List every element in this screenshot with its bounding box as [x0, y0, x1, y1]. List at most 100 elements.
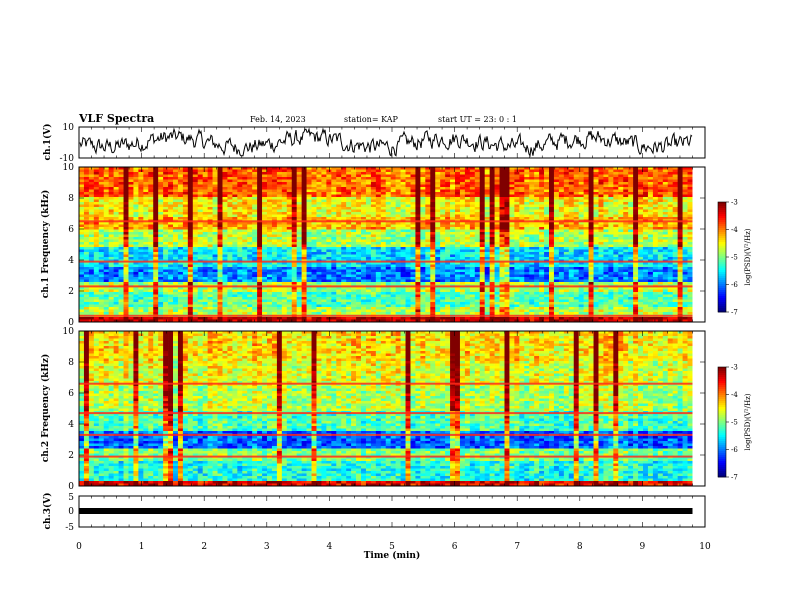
spectrogram-cell [613, 199, 619, 203]
spectrogram-cell [311, 217, 317, 220]
spectrogram-cell [618, 172, 624, 175]
spectrogram-cell [237, 254, 243, 258]
spectrogram-cell [321, 199, 327, 203]
spectrogram-cell [509, 209, 515, 213]
spectrogram-cell [652, 167, 659, 170]
spectrogram-cell [103, 179, 109, 183]
spectrogram-cell [331, 227, 337, 230]
spectrogram-cell [598, 237, 604, 240]
spectrogram-cell [440, 229, 446, 233]
spectrogram-cell [252, 257, 258, 260]
spectrogram-cell [455, 177, 461, 180]
spectrogram-cell [385, 172, 391, 175]
spectrogram-cell [103, 187, 109, 190]
spectrogram-cell [469, 222, 476, 225]
spectrogram-cell [370, 192, 377, 195]
spectrogram-cell [79, 209, 85, 213]
spectrogram-cell [415, 182, 421, 185]
spectrogram-cell [301, 244, 307, 248]
spectrogram-cell [563, 227, 570, 230]
spectrogram-cell [291, 199, 297, 203]
spectrogram-cell [192, 179, 199, 183]
spectrogram-cell [217, 224, 223, 228]
spectrogram-cell [415, 262, 421, 265]
spectrogram-cell [558, 229, 565, 233]
spectrogram-cell [608, 262, 614, 265]
spectrogram-cell [380, 177, 387, 180]
spectrogram-cell [346, 197, 352, 200]
spectrogram-cell [128, 222, 134, 225]
spectrogram-cell [341, 237, 347, 240]
spectrogram-cell [247, 177, 253, 180]
spectrogram-cell [133, 237, 139, 240]
spectrogram-cell [365, 237, 372, 240]
spectrogram-cell [504, 209, 510, 213]
spectrogram-cell [583, 247, 589, 250]
spectrogram-cell [613, 177, 619, 180]
spectrogram-cell [296, 244, 302, 248]
spectrogram-cell [618, 254, 624, 258]
spectrogram-cell [286, 197, 293, 200]
spectrogram-cell [435, 217, 441, 220]
spectrogram-cell [207, 247, 213, 250]
spectrogram-cell [351, 244, 357, 248]
spectrogram-cell [623, 194, 629, 198]
spectrogram-cell [459, 194, 466, 198]
spectrogram-cell [504, 182, 510, 185]
spectrogram-cell [222, 244, 228, 248]
spectrogram-cell [440, 192, 446, 195]
spectrogram-cell [237, 229, 243, 233]
spectrogram-cell [534, 187, 540, 190]
spectrogram-cell [123, 202, 129, 205]
spectrogram-cell [390, 207, 396, 210]
spectrogram-cell [677, 172, 683, 175]
spectrogram-cell [365, 177, 372, 180]
spectrogram-cell [410, 242, 416, 245]
spectrogram-cell [479, 224, 485, 228]
spectrogram-cell [163, 262, 169, 265]
spectrogram-cell [390, 222, 396, 225]
spectrogram-cell [182, 227, 189, 230]
spectrogram-cell [455, 199, 461, 203]
spectrogram-cell [197, 179, 203, 183]
spectrogram-cell [563, 254, 570, 258]
spectrogram-cell [222, 192, 228, 195]
spectrogram-cell [182, 202, 189, 205]
spectrogram-cell [573, 257, 579, 260]
spectrogram-cell [504, 214, 510, 218]
spectrogram-cell [667, 237, 673, 240]
spectrogram-cell [222, 177, 228, 180]
spectrogram-cell [553, 232, 560, 235]
spectrogram-cell [558, 169, 565, 173]
spectrogram-cell [252, 184, 258, 188]
spectrogram-cell [163, 187, 169, 190]
spectrogram-cell [257, 167, 263, 170]
spectrogram-cell [98, 232, 105, 235]
spectrogram-cell [103, 237, 109, 240]
spectrogram-cell [450, 229, 456, 233]
spectrogram-cell [128, 234, 134, 238]
spectrogram-cell [301, 264, 307, 268]
spectrogram-cell [390, 224, 396, 228]
spectrogram-cell [187, 207, 194, 210]
spectrogram-cell [603, 209, 609, 213]
spectrogram-cell [187, 179, 194, 183]
spectrogram-cell [271, 217, 278, 220]
spectrogram-cell [83, 197, 90, 200]
spectrogram-cell [657, 237, 664, 240]
spectrogram-cell [390, 194, 396, 198]
spectrogram-cell [672, 229, 678, 233]
spectrogram-cell [88, 212, 95, 215]
spectrogram-cell [400, 207, 406, 210]
spectrogram-cell [361, 182, 367, 185]
spectrogram-cell [88, 214, 95, 218]
spectrogram-cell [192, 207, 199, 210]
spectrogram-cell [202, 252, 208, 255]
spectrogram-cell [356, 237, 362, 240]
spectrogram-cell [405, 197, 411, 200]
spectrogram-cell [509, 184, 515, 188]
spectrogram-cell [291, 184, 297, 188]
spectrogram-cell [281, 244, 288, 248]
spectrogram-cell [489, 212, 495, 215]
spectrogram-cell [108, 239, 114, 243]
